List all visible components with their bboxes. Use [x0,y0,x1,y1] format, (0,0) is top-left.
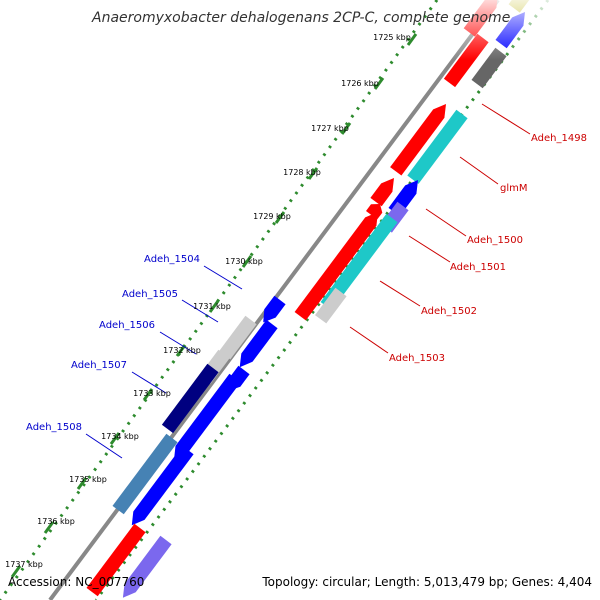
map-title: Anaeromyxobacter dehalogenans 2CP-C, com… [91,10,510,26]
tick-label: 1730 kbp [225,257,263,266]
tick-ring-outer [94,0,550,600]
gene-label-left: Adeh_1504 [144,254,200,265]
gene-label-right: Adeh_1501 [450,262,506,273]
gene-label-left: Adeh_1507 [71,360,127,371]
major-tick-mark [10,565,22,578]
gene-label-right: Adeh_1498 [531,133,587,144]
tick-label: 1728 kbp [283,168,321,177]
connector-line [459,156,499,185]
connector-line [408,235,451,263]
feature-adeh-1505 [219,315,257,360]
major-tick-mark [274,211,286,224]
connector-line [131,371,167,394]
connector-line [425,208,467,237]
connector-line [159,331,197,355]
tick-label: 1736 kbp [37,517,75,526]
gene-label-right: glmM [500,183,528,194]
major-tick-mark [142,388,154,401]
tick-label: 1734 kbp [101,432,139,441]
connector-line [349,326,389,354]
gene-labels: Adeh_1498 glmM Adeh_1500 Adeh_1501 Adeh_1502… [26,133,587,433]
tick-label: 1725 kbp [373,33,411,42]
major-tick-mark [208,300,220,313]
feature-adeh-1505-blue [239,319,278,368]
tick-label: 1726 kbp [341,79,379,88]
feature-adeh-1500-red [370,178,394,207]
fade-overlay [440,0,600,60]
major-tick-mark [43,521,55,534]
gene-label-left: Adeh_1508 [26,422,82,433]
connector-line [379,280,421,307]
gene-label-right: Adeh_1500 [467,235,523,246]
feature-bottom-purple [122,535,172,598]
feature-glmm [407,109,468,184]
tick-major-marks [10,33,418,578]
feature-adeh-1503 [315,287,347,324]
major-tick-mark [340,122,352,135]
tick-rings [0,0,550,600]
gene-features [86,0,600,598]
major-tick-mark [109,432,121,445]
tick-label: 1727 kbp [311,124,349,133]
tick-label: 1737 kbp [5,560,43,569]
feature-adeh-1498 [390,104,446,176]
major-tick-mark [307,167,319,180]
feature-adeh-1501-red [366,204,383,220]
feature-adeh-1507-blue [174,373,241,460]
accession-text: Accession: NC_007760 [8,575,144,589]
tick-label: 1735 kbp [69,475,107,484]
tick-ring-inner [0,0,439,600]
feature-adeh-1502-red [294,212,378,321]
tick-label: 1732 kbp [163,346,201,355]
feature-bottom-red [86,523,146,597]
feature-adeh-1502 [320,213,398,311]
feature-adeh-1508 [112,433,178,515]
gene-label-left: Adeh_1506 [99,320,155,331]
tick-labels: 1725 kbp 1726 kbp 1727 kbp 1728 kbp 1729 kbp… [5,33,411,569]
tick-label: 1731 kbp [193,302,231,311]
label-connectors [85,103,531,459]
major-tick-mark [241,255,253,268]
major-tick-mark [373,77,385,90]
connector-line [203,265,243,290]
tick-label: 1729 kbp [253,212,291,221]
gene-label-left: Adeh_1505 [122,289,178,300]
feature-adeh-1508-blue [131,445,194,526]
feature-adeh-1507 [161,363,219,434]
gene-label-right: Adeh_1503 [389,353,445,364]
connector-line [481,103,531,135]
major-tick-mark [76,477,88,490]
major-tick-mark [406,33,418,46]
feature-adeh-1504 [263,295,286,323]
gene-label-right: Adeh_1502 [421,306,477,317]
genome-summary-text: Topology: circular; Length: 5,013,479 bp… [261,575,592,589]
tick-label: 1733 kbp [133,389,171,398]
connector-line [85,433,123,459]
connector-line [181,299,219,323]
